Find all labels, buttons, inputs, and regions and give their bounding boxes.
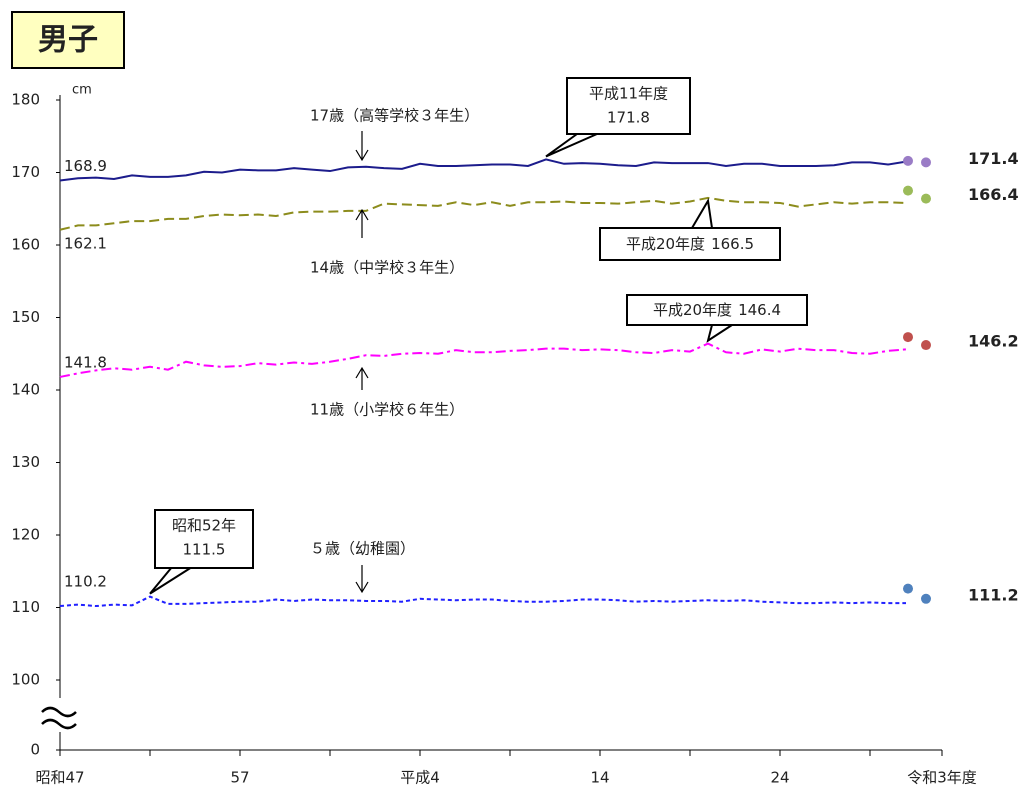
callout-label: 昭和52年 [172,517,236,535]
end-label: 166.4 [968,185,1019,204]
callout-text: 平成20年度 146.4 [653,301,781,319]
chart-title: 男子 [38,23,98,58]
y-tick-label: 140 [11,381,40,399]
marker [903,155,913,166]
series-line [59,342,907,378]
callout-tail [149,566,193,595]
arrow [355,208,369,238]
axis-break [41,706,77,730]
callout-value: 166.5 [711,235,754,253]
y-tick-label: 100 [11,671,40,689]
series-line [59,196,907,231]
callout-label: 平成20年度 [626,235,705,253]
callout-label: 平成11年度 [589,85,668,103]
marker [921,193,931,204]
y-tick-label: 170 [11,163,40,181]
series-label: 11歳（小学校６年生） [310,401,464,419]
x-tick-label: 14 [590,769,609,787]
title-box [11,11,125,69]
y-tick-label: 180 [11,91,40,109]
callout-label: 平成20年度 [653,301,732,319]
y-unit: cm [72,83,92,98]
marker [921,157,931,168]
marker [903,185,913,196]
x-tick-label: 昭和47 [35,769,84,787]
callout-box [566,77,691,135]
series-line [59,595,906,608]
y-tick-label: 110 [11,598,40,616]
arrow [355,366,369,390]
series-label: 17歳（高等学校３年生） [310,107,479,125]
arrow [355,565,369,594]
x-tick-label: 24 [770,769,789,787]
callout-value: 171.8 [607,109,650,127]
series-label: ５歳（幼稚園） [310,540,415,558]
end-label: 111.2 [968,585,1019,604]
marker [903,583,913,594]
end-label: 146.2 [968,332,1019,351]
callout-box [599,227,781,261]
callout-tail [706,324,733,343]
start-label: 162.1 [64,234,107,252]
callout-value: 146.4 [738,301,781,319]
x-tick-label: 令和3年度 [907,769,977,787]
marker [921,340,931,351]
x-tick-label: 平成4 [400,769,440,787]
start-label: 168.9 [64,157,107,175]
end-label: 171.4 [968,149,1019,168]
callout-value: 111.5 [183,541,226,559]
y-tick-label: 160 [11,236,40,254]
marker [921,593,931,604]
callout-text: 平成20年度 166.5 [626,235,754,253]
y-tick-label: 150 [11,308,40,326]
y-tick-label: 0 [30,741,40,759]
series-label: 14歳（中学校３年生） [310,259,464,277]
x-tick-label: 57 [230,769,249,787]
y-tick-label: 120 [11,526,40,544]
y-tick-label: 130 [11,453,40,471]
start-label: 110.2 [64,573,107,591]
series-line [59,158,907,182]
marker [903,332,913,343]
callout-tail [545,133,598,158]
start-label: 141.8 [64,353,107,371]
arrow [355,131,369,162]
callout-box [626,294,808,326]
callout-tail [691,197,713,229]
callout-box [154,509,254,569]
